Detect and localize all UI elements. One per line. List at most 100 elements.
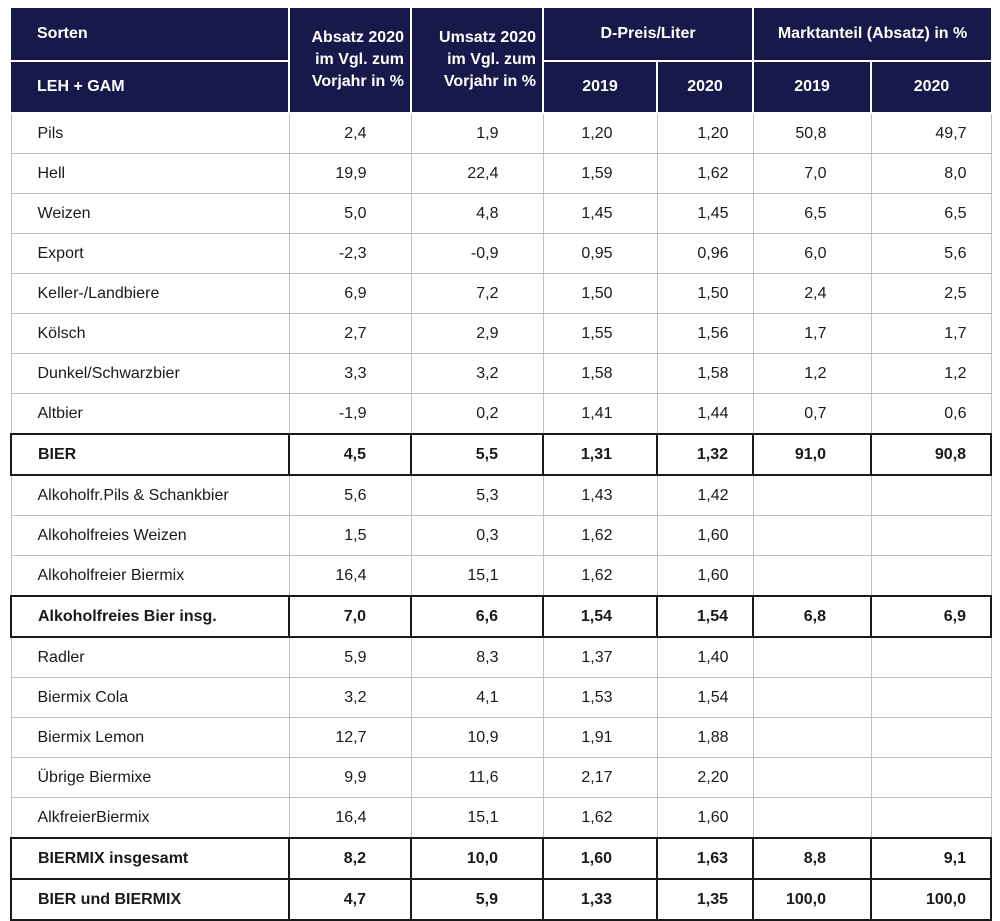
cell-preis-2020: 1,60 <box>656 515 754 556</box>
cell-sorte: Keller-/Landbiere <box>10 273 290 314</box>
cell-marktanteil-2019 <box>752 797 872 839</box>
cell-sorte: Alkoholfreies Bier insg. <box>10 595 290 638</box>
cell-preis-2019: 2,17 <box>542 757 658 798</box>
cell-preis-2020: 0,96 <box>656 233 754 274</box>
cell-umsatz: 10,0 <box>410 837 544 880</box>
cell-umsatz: 8,3 <box>410 636 544 678</box>
cell-marktanteil-2019 <box>752 717 872 758</box>
cell-preis-2020: 1,54 <box>655 595 755 638</box>
cell-umsatz: -0,9 <box>410 233 544 274</box>
cell-absatz: 8,2 <box>288 837 412 880</box>
header-marktanteil-2019: 2019 <box>753 61 873 114</box>
cell-sorte: Hell <box>10 153 290 194</box>
cell-marktanteil-2020 <box>870 555 992 597</box>
cell-sorte: Radler <box>10 636 290 678</box>
cell-umsatz: 1,9 <box>410 112 544 154</box>
cell-absatz: 19,9 <box>288 153 412 194</box>
table-row-total: BIERMIX insgesamt 8,2 10,0 1,60 1,63 8,8 9,1 <box>10 837 993 880</box>
cell-preis-2020: 1,56 <box>656 313 754 354</box>
cell-preis-2020: 1,45 <box>656 193 754 234</box>
cell-preis-2020: 2,20 <box>656 757 754 798</box>
cell-marktanteil-2020: 9,1 <box>870 837 993 880</box>
header-marktanteil-2020: 2020 <box>871 61 992 114</box>
cell-umsatz: 5,5 <box>410 433 544 476</box>
cell-absatz: 9,9 <box>288 757 412 798</box>
cell-sorte: Altbier <box>10 393 290 435</box>
cell-marktanteil-2020: 1,2 <box>870 353 992 394</box>
cell-preis-2020: 1,44 <box>656 393 754 435</box>
cell-absatz: 5,0 <box>288 193 412 234</box>
cell-preis-2019: 1,60 <box>542 837 658 880</box>
cell-preis-2020: 1,54 <box>656 677 754 718</box>
table-row: AlkfreierBiermix 16,4 15,1 1,62 1,60 <box>10 797 992 839</box>
cell-preis-2020: 1,20 <box>656 112 754 154</box>
cell-absatz: 7,0 <box>288 595 412 638</box>
cell-marktanteil-2020: 49,7 <box>870 112 992 154</box>
cell-marktanteil-2019: 1,2 <box>752 353 872 394</box>
cell-marktanteil-2020: 8,0 <box>870 153 992 194</box>
table-row-total: BIER und BIERMIX 4,7 5,9 1,33 1,35 100,0 100,0 <box>10 878 993 921</box>
cell-preis-2019: 1,43 <box>542 474 658 516</box>
cell-preis-2019: 1,59 <box>542 153 658 194</box>
cell-preis-2019: 1,54 <box>542 595 658 638</box>
table-row: Biermix Cola 3,2 4,1 1,53 1,54 <box>10 677 992 718</box>
cell-umsatz: 2,9 <box>410 313 544 354</box>
table-row: Altbier -1,9 0,2 1,41 1,44 0,7 0,6 <box>10 393 992 435</box>
cell-absatz: 3,3 <box>288 353 412 394</box>
cell-sorte: BIERMIX insgesamt <box>10 837 290 880</box>
cell-sorte: Alkoholfreies Weizen <box>10 515 290 556</box>
cell-absatz: 6,9 <box>288 273 412 314</box>
cell-sorte: Pils <box>10 112 290 154</box>
cell-preis-2019: 1,45 <box>542 193 658 234</box>
cell-marktanteil-2020: 90,8 <box>870 433 993 476</box>
cell-preis-2019: 1,20 <box>542 112 658 154</box>
cell-umsatz: 0,3 <box>410 515 544 556</box>
table-row: Alkoholfreies Weizen 1,5 0,3 1,62 1,60 <box>10 515 992 556</box>
table-row: Export -2,3 -0,9 0,95 0,96 6,0 5,6 <box>10 233 992 274</box>
cell-absatz: 16,4 <box>288 797 412 839</box>
cell-umsatz: 5,9 <box>410 878 544 921</box>
cell-preis-2019: 1,62 <box>542 797 658 839</box>
cell-absatz: 1,5 <box>288 515 412 556</box>
cell-sorte: BIER und BIERMIX <box>10 878 290 921</box>
cell-preis-2020: 1,60 <box>656 555 754 597</box>
cell-preis-2020: 1,63 <box>655 837 755 880</box>
cell-preis-2020: 1,40 <box>656 636 754 678</box>
cell-sorte: Dunkel/Schwarzbier <box>10 353 290 394</box>
cell-sorte: Kölsch <box>10 313 290 354</box>
cell-umsatz: 15,1 <box>410 797 544 839</box>
cell-absatz: 4,7 <box>288 878 412 921</box>
cell-absatz: 4,5 <box>288 433 412 476</box>
cell-preis-2020: 1,58 <box>656 353 754 394</box>
cell-preis-2020: 1,35 <box>655 878 755 921</box>
header-leh-gam: LEH + GAM <box>11 61 290 114</box>
cell-absatz: 3,2 <box>288 677 412 718</box>
cell-absatz: 2,7 <box>288 313 412 354</box>
cell-preis-2019: 1,33 <box>542 878 658 921</box>
cell-absatz: 5,9 <box>288 636 412 678</box>
cell-marktanteil-2019 <box>752 636 872 678</box>
cell-sorte: Alkoholfreier Biermix <box>10 555 290 597</box>
cell-preis-2019: 1,50 <box>542 273 658 314</box>
cell-absatz: -1,9 <box>288 393 412 435</box>
cell-umsatz: 15,1 <box>410 555 544 597</box>
cell-marktanteil-2020: 5,6 <box>870 233 992 274</box>
cell-marktanteil-2020 <box>870 677 992 718</box>
cell-marktanteil-2020 <box>870 636 992 678</box>
cell-absatz: -2,3 <box>288 233 412 274</box>
cell-preis-2019: 1,62 <box>542 555 658 597</box>
cell-sorte: Biermix Cola <box>10 677 290 718</box>
cell-marktanteil-2020 <box>870 474 992 516</box>
cell-marktanteil-2020: 6,5 <box>870 193 992 234</box>
cell-sorte: Alkoholfr.Pils & Schankbier <box>10 474 290 516</box>
table-row: Hell 19,9 22,4 1,59 1,62 7,0 8,0 <box>10 153 992 194</box>
header-preis: D-Preis/Liter <box>543 8 755 62</box>
cell-marktanteil-2020 <box>870 757 992 798</box>
cell-absatz: 12,7 <box>288 717 412 758</box>
cell-preis-2020: 1,42 <box>656 474 754 516</box>
table-row: Radler 5,9 8,3 1,37 1,40 <box>10 636 992 678</box>
cell-marktanteil-2019: 7,0 <box>752 153 872 194</box>
cell-marktanteil-2020: 0,6 <box>870 393 992 435</box>
cell-marktanteil-2020: 2,5 <box>870 273 992 314</box>
cell-sorte: Übrige Biermixe <box>10 757 290 798</box>
